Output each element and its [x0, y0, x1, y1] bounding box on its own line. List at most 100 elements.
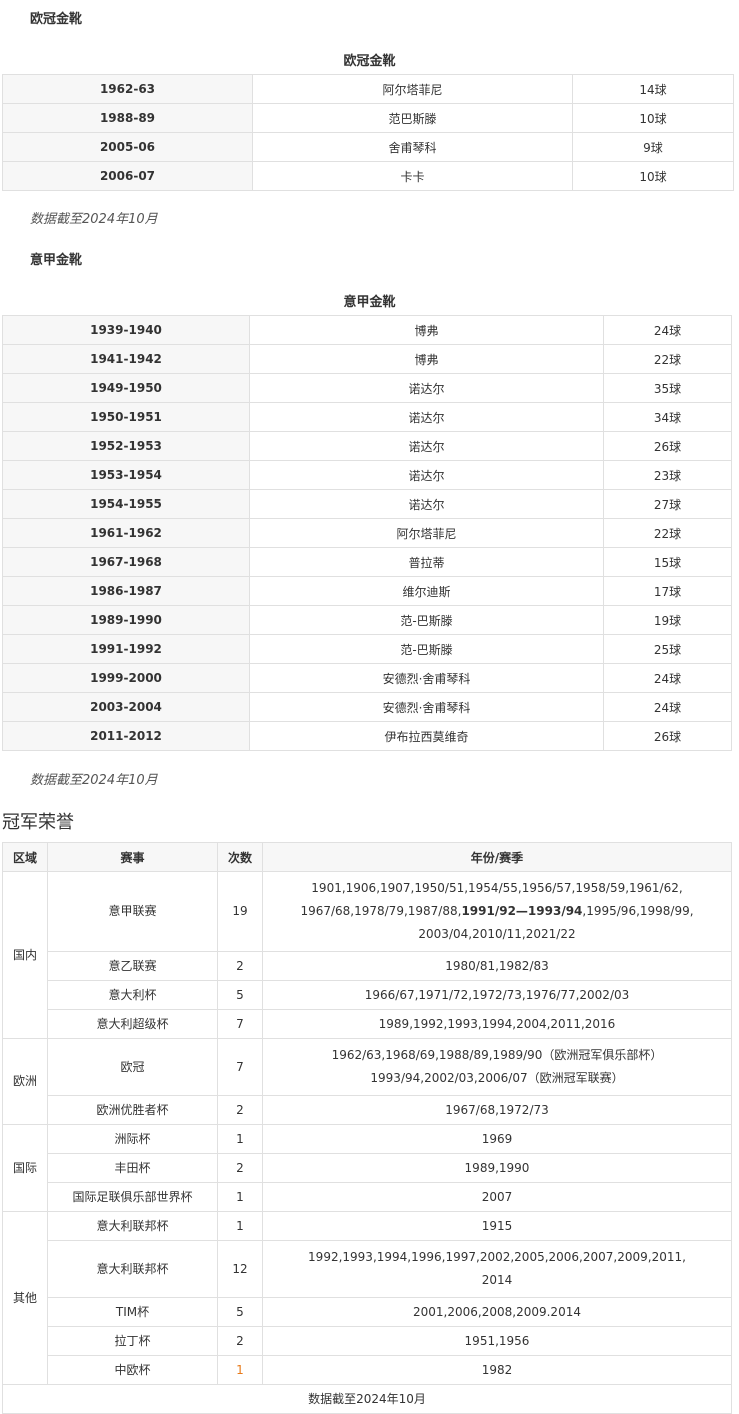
header-years: 年份/赛季	[262, 842, 732, 872]
years-cell: 1901,1906,1907,1950/51,1954/55,1956/57,1…	[262, 871, 732, 952]
table-row: 国际足联俱乐部世界杯 1 2007	[3, 1182, 732, 1212]
years-text: 1962/63,1968/69,1988/89,1989/90（欧洲冠军俱乐部杯…	[331, 1048, 663, 1062]
table-row: 1939-1940 博弗 24球	[2, 315, 732, 345]
table-row: 欧洲优胜者杯 2 1967/68,1972/73	[3, 1095, 732, 1125]
table-row: 2011-2012 伊布拉西莫维奇 26球	[2, 721, 732, 751]
years-cell: 2007	[262, 1182, 732, 1212]
count-cell: 12	[217, 1240, 263, 1298]
years-cell: 1967/68,1972/73	[262, 1095, 732, 1125]
season-cell: 1989-1990	[2, 605, 250, 635]
goals-cell: 26球	[603, 431, 732, 461]
player-cell: 博弗	[249, 315, 604, 345]
region-cell: 国际	[2, 1124, 48, 1212]
season-cell: 1999-2000	[2, 663, 250, 693]
goals-cell: 9球	[572, 132, 734, 162]
season-cell: 1967-1968	[2, 547, 250, 577]
season-cell: 1941-1942	[2, 344, 250, 374]
goals-cell: 34球	[603, 402, 732, 432]
table-row: 1988-89 范巴斯滕 10球	[2, 103, 734, 133]
table-row: 丰田杯 2 1989,1990	[3, 1153, 732, 1183]
player-cell: 伊布拉西莫维奇	[249, 721, 604, 751]
table-row: 1991-1992 范-巴斯滕 25球	[2, 634, 732, 664]
player-cell: 诺达尔	[249, 489, 604, 519]
table-caption-seriea-boot: 意甲金靴	[343, 295, 396, 310]
seriea-boot-table: 1939-1940 博弗 24球 1941-1942 博弗 22球 1949-1950 诺达尔…	[2, 315, 732, 751]
years-cell: 1982	[262, 1355, 732, 1385]
season-cell: 2011-2012	[2, 721, 250, 751]
season-cell: 1991-1992	[2, 634, 250, 664]
table-caption-ucl-boot: 欧冠金靴	[343, 54, 396, 69]
table-row: 意乙联赛 2 1980/81,1982/83	[3, 951, 732, 981]
table-row: 1950-1951 诺达尔 34球	[2, 402, 732, 432]
region-cell: 欧洲	[2, 1038, 48, 1125]
table-row: 1961-1962 阿尔塔菲尼 22球	[2, 518, 732, 548]
player-cell: 诺达尔	[249, 373, 604, 403]
years-text: 1989,1990	[464, 1160, 530, 1175]
table-row: 国内 意甲联赛 19 1901,1906,1907,1950/51,1954/55,1…	[2, 871, 732, 1039]
table-row: 意大利超级杯 7 1989,1992,1993,1994,2004,2011,201…	[3, 1009, 732, 1039]
years-text: 2007	[481, 1189, 513, 1204]
goals-cell: 35球	[603, 373, 732, 403]
goals-cell: 22球	[603, 518, 732, 548]
years-text: 1967/68,1978/79,1987/88,	[300, 904, 462, 918]
years-text: 1969	[481, 1131, 513, 1146]
years-cell: 1951,1956	[262, 1326, 732, 1356]
count-cell: 7	[217, 1009, 263, 1039]
count-cell: 19	[217, 871, 263, 952]
table-row: 1949-1950 诺达尔 35球	[2, 373, 732, 403]
years-text: 1901,1906,1907,1950/51,1954/55,1956/57,1…	[311, 881, 683, 895]
event-cell: 国际足联俱乐部世界杯	[47, 1182, 218, 1212]
player-cell: 诺达尔	[249, 460, 604, 490]
event-cell: 拉丁杯	[47, 1326, 218, 1356]
region-cell: 其他	[2, 1211, 48, 1385]
season-cell: 1950-1951	[2, 402, 250, 432]
table-row: 2003-2004 安德烈·舍甫琴科 24球	[2, 692, 732, 722]
event-cell: 欧冠	[47, 1038, 218, 1096]
years-cell: 1915	[262, 1211, 732, 1241]
goals-cell: 26球	[603, 721, 732, 751]
goals-cell: 17球	[603, 576, 732, 606]
years-text: 1915	[481, 1218, 513, 1233]
years-text: 1966/67,1971/72,1972/73,1976/77,2002/03	[364, 987, 630, 1002]
count-cell: 1	[217, 1355, 263, 1385]
years-cell: 2001,2006,2008,2009.2014	[262, 1297, 732, 1327]
player-cell: 诺达尔	[249, 402, 604, 432]
goals-cell: 24球	[603, 692, 732, 722]
player-cell: 阿尔塔菲尼	[252, 74, 573, 104]
section-heading-ucl-boot: 欧冠金靴	[30, 12, 83, 27]
years-text: 1980/81,1982/83	[445, 958, 549, 973]
years-text: ,1995/96,1998/99,	[582, 904, 694, 918]
table-row: 2005-06 舍甫琴科 9球	[2, 132, 734, 162]
years-text: 1989,1992,1993,1994,2004,2011,2016	[378, 1016, 616, 1031]
goals-cell: 24球	[603, 315, 732, 345]
honors-table: 区域 赛事 次数 年份/赛季 国内 意甲联赛 19 1901,1906,1907,19…	[2, 842, 732, 1414]
event-cell: 意大利超级杯	[47, 1009, 218, 1039]
goals-cell: 22球	[603, 344, 732, 374]
season-cell: 1954-1955	[2, 489, 250, 519]
player-cell: 安德烈·舍甫琴科	[249, 663, 604, 693]
event-cell: 丰田杯	[47, 1153, 218, 1183]
region-cell: 国内	[2, 871, 48, 1039]
table-row: 1967-1968 普拉蒂 15球	[2, 547, 732, 577]
event-cell: 意大利杯	[47, 980, 218, 1010]
event-cell: TIM杯	[47, 1297, 218, 1327]
years-cell: 1966/67,1971/72,1972/73,1976/77,2002/03	[262, 980, 732, 1010]
data-note: 数据截至2024年10月	[30, 212, 158, 227]
count-cell: 1	[217, 1124, 263, 1154]
player-cell: 舍甫琴科	[252, 132, 573, 162]
years-text: 2014	[481, 1273, 513, 1287]
count-cell: 2	[217, 1095, 263, 1125]
season-cell: 1961-1962	[2, 518, 250, 548]
years-text: 2003/04,2010/11,2021/22	[418, 927, 576, 941]
ucl-boot-table: 1962-63 阿尔塔菲尼 14球 1988-89 范巴斯滕 10球 2005-06 舍甫琴科…	[2, 74, 734, 191]
season-cell: 1953-1954	[2, 460, 250, 490]
player-cell: 博弗	[249, 344, 604, 374]
section-heading-honors: 冠军荣誉	[2, 812, 74, 833]
table-row: 意大利联邦杯 12 1992,1993,1994,1996,1997,2002,20…	[3, 1240, 732, 1298]
header-count: 次数	[217, 842, 263, 872]
event-cell: 中欧杯	[47, 1355, 218, 1385]
player-cell: 范-巴斯滕	[249, 605, 604, 635]
season-cell: 1939-1940	[2, 315, 250, 345]
bold-years: 1991/92—1993/94	[461, 904, 583, 918]
data-note: 数据截至2024年10月	[2, 1384, 732, 1414]
